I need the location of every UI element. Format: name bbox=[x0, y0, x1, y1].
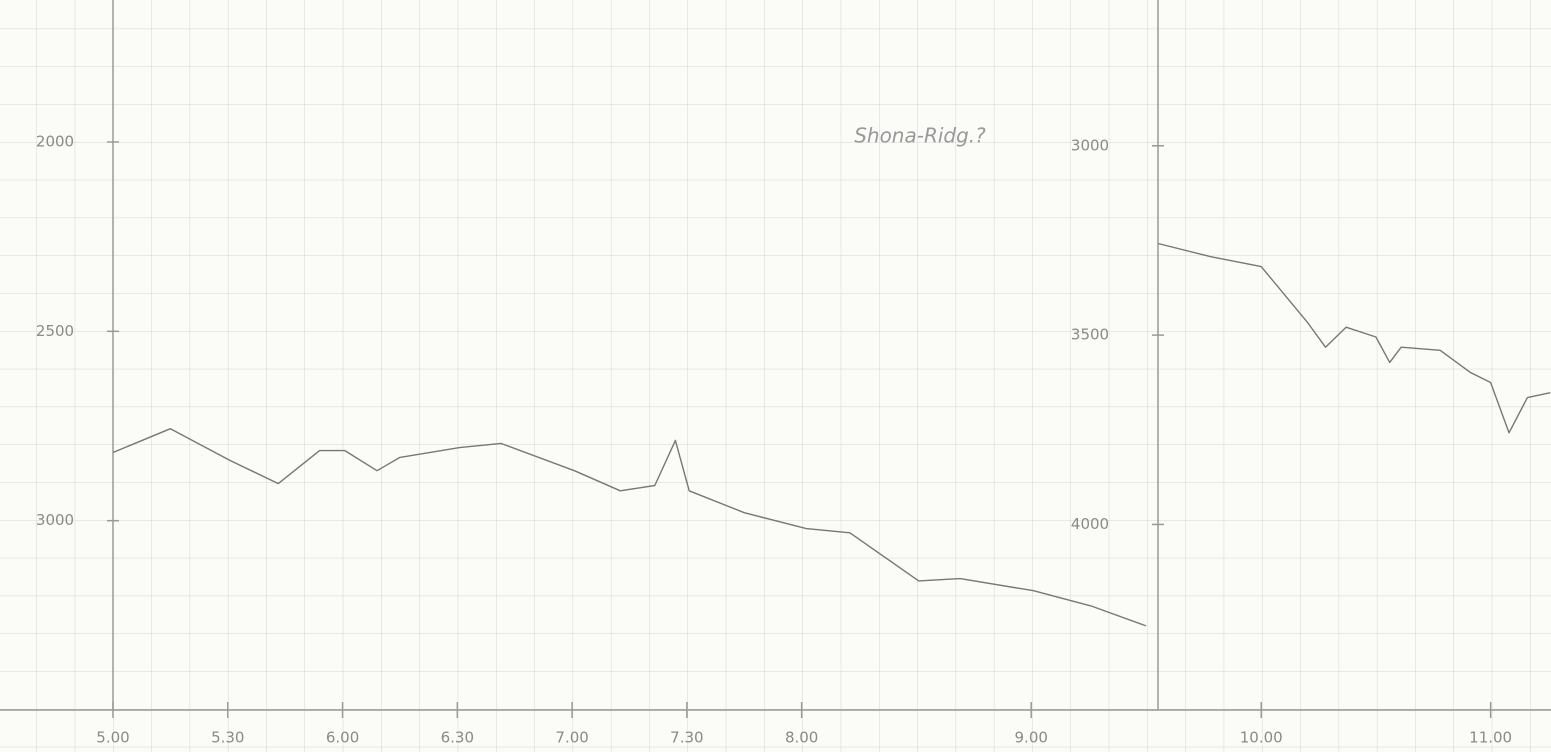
x-tick-label: 9.00 bbox=[1015, 729, 1048, 747]
y-tick-label: 4000 bbox=[1071, 515, 1109, 533]
y-tick-label: 3000 bbox=[36, 511, 74, 529]
x-tick-label: 5.00 bbox=[96, 729, 129, 747]
y-tick-label: 2500 bbox=[36, 322, 74, 340]
x-tick-label: 6.00 bbox=[326, 729, 359, 747]
x-tick-label: 10.00 bbox=[1240, 729, 1283, 747]
x-tick-label: 6.30 bbox=[441, 729, 474, 747]
y-tick-label: 3000 bbox=[1071, 136, 1109, 154]
y-tick-label: 2000 bbox=[36, 133, 74, 151]
annotation: Shona-Ridg.? bbox=[854, 124, 986, 148]
x-tick-label: 11.00 bbox=[1469, 729, 1512, 747]
x-tick-label: 5.30 bbox=[211, 729, 244, 747]
depth-line bbox=[112, 428, 1147, 627]
x-tick-label: 8.00 bbox=[785, 729, 818, 747]
y-tick-label: 3500 bbox=[1071, 326, 1109, 344]
x-tick-label: 7.30 bbox=[670, 729, 703, 747]
x-tick-label: 7.00 bbox=[555, 729, 588, 747]
depth-line bbox=[1157, 242, 1551, 434]
